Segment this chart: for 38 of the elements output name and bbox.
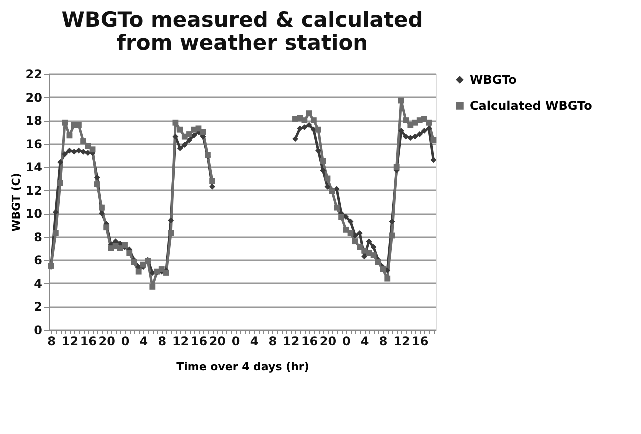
x-tick-label: 8 [379,334,388,348]
x-tick-label: 12 [62,334,79,348]
x-tick-label: 20 [209,334,226,348]
x-tick-label: 0 [121,334,130,348]
x-tick-label: 4 [360,334,370,348]
x-tick-label: 12 [394,334,410,348]
x-tick-label: 16 [301,334,318,348]
x-tick-label: 20 [320,334,337,348]
y-tick-label: 22 [26,68,42,82]
x-tick-label: 4 [250,334,259,348]
y-tick-label: 16 [26,137,42,152]
y-tick-label: 20 [26,90,42,105]
x-tick-label: 0 [232,334,240,348]
y-tick-label: 14 [26,160,42,175]
y-tick-label: 12 [26,184,42,198]
y-tick-label: 6 [34,254,42,268]
legend-label: WBGTo [470,73,517,87]
y-tick-label: 4 [34,276,42,291]
y-tick-label: 0 [34,324,42,338]
y-tick-label: 18 [26,114,42,128]
y-tick-label: 8 [34,230,42,244]
legend-label: Calculated WBGTo [470,99,592,113]
y-tick-label: 10 [26,207,42,222]
x-axis-title: Time over 4 days (hr) [176,360,310,374]
y-axis-title: WBGT (C) [10,173,23,232]
x-tick-label: 4 [140,334,148,348]
x-tick-label: 16 [412,334,429,348]
x-tick-label: 20 [98,334,116,348]
x-tick-label: 8 [158,334,167,348]
x-tick-label: 16 [190,334,208,348]
x-tick-label: 8 [268,334,278,348]
x-tick-label: 8 [48,334,56,348]
x-tick-label: 12 [283,334,300,348]
x-tick-label: 12 [172,334,190,348]
y-tick-label: 2 [34,300,42,314]
x-tick-label: 0 [342,334,351,348]
chart-title: WBGTo measured & calculated from weather station [62,8,424,55]
x-tick-label: 16 [80,334,98,348]
